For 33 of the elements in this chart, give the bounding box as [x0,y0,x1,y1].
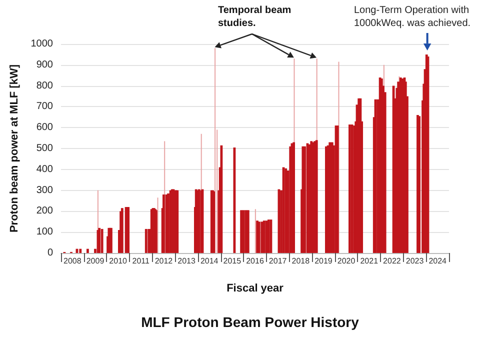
x-tick-label: 2012 [154,256,174,266]
x-tick-label: 2015 [223,256,242,266]
y-tick-label: 600 [36,122,54,134]
x-tick-label: 2008 [64,256,82,266]
y-tick-label: 300 [36,184,54,196]
x-tick-label: 2018 [292,256,310,266]
y-tick-label: 800 [36,80,54,92]
x-tick-label: 2016 [246,256,264,266]
x-tick-label: 2020 [337,256,356,266]
x-tick-label: 2023 [406,256,424,266]
x-tick-label: 2022 [383,256,402,266]
text: MLF Proton Beam Power History [141,314,360,330]
y-tick-label: 900 [36,59,54,70]
x-tick-label: 2010 [109,256,128,266]
y-tick-label: 0 [47,248,54,258]
x-tick-label: 2011 [132,256,150,266]
x-axis-title: Fiscal year [226,282,284,294]
x-tick-label: 2013 [178,256,196,266]
x-tick-label: 2009 [86,256,105,266]
y-tick-label: 500 [36,143,54,154]
y-tick-label: 400 [36,164,54,175]
annotation: Long-Term Operation with 1000kWeq. was achieved. [354,5,472,29]
y-tick-label: 200 [36,206,54,217]
y-axis-title: Proton beam power at MLF [kW] [8,64,20,233]
x-tick-label: 2017 [268,256,288,266]
x-tick-label: 2014 [200,256,219,266]
y-tick-label: 700 [36,101,54,112]
y-tick-label: 100 [36,226,54,238]
x-tick-label: 2021 [360,256,379,266]
x-tick-label: 2024 [428,256,448,266]
x-tick-label: 2019 [314,256,333,266]
y-tick-label: 1000 [30,38,54,50]
text: Temporal beam studies. [218,5,294,29]
